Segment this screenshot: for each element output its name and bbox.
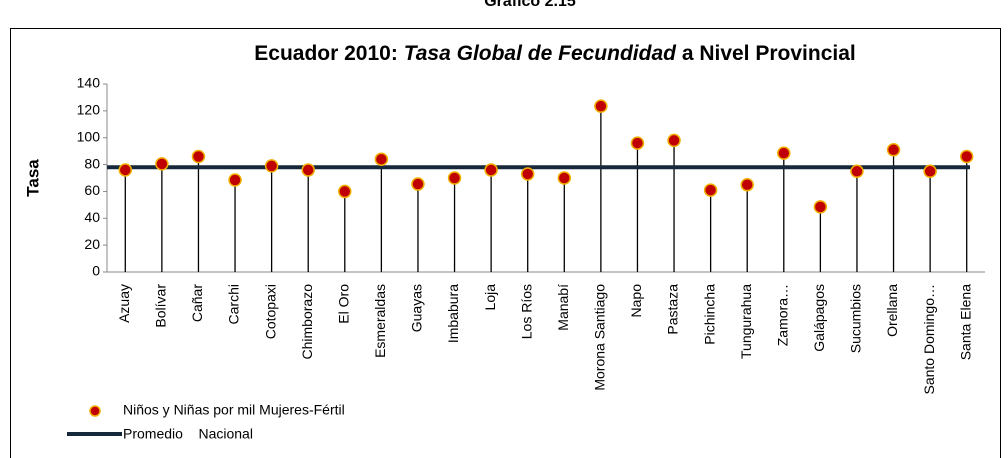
y-tick-label: 140 bbox=[77, 75, 101, 91]
dot bbox=[594, 99, 608, 113]
dot bbox=[630, 136, 645, 150]
x-tick-label: Chimborazo bbox=[299, 284, 315, 360]
dot bbox=[228, 173, 242, 187]
x-tick-label: Los Ríos bbox=[518, 284, 534, 339]
header: Gráfico 2.15 bbox=[484, 0, 576, 10]
x-tick-label: Napo bbox=[628, 284, 644, 318]
dot bbox=[959, 149, 974, 164]
x-tick-label: Cañar bbox=[189, 284, 205, 322]
dot bbox=[813, 200, 828, 214]
dot bbox=[703, 183, 718, 197]
dot bbox=[264, 159, 279, 173]
dot bbox=[484, 163, 498, 177]
legend-text: Niños y Niñas por mil Mujeres-Fértil bbox=[123, 402, 345, 418]
dot bbox=[338, 184, 352, 199]
x-tick-label: Guayas bbox=[409, 284, 425, 332]
dot bbox=[923, 164, 937, 179]
dot bbox=[777, 146, 791, 160]
dot bbox=[850, 164, 864, 179]
dot bbox=[667, 133, 681, 148]
legend-marker bbox=[89, 405, 101, 417]
x-tick-label: Loja bbox=[482, 284, 498, 311]
x-tick-label: Tungurahua bbox=[738, 284, 754, 359]
title-prefix: Ecuador 2010: bbox=[254, 42, 398, 65]
x-tick-label: Esmeraldas bbox=[372, 284, 388, 358]
y-tick-label: 40 bbox=[84, 209, 100, 225]
dot bbox=[447, 171, 462, 185]
dot bbox=[374, 152, 389, 166]
x-tick-label: Zamora… bbox=[774, 284, 790, 346]
x-tick-label: Morona Santiago bbox=[592, 284, 608, 391]
y-tick-label: 80 bbox=[84, 155, 100, 171]
x-tick-label: Galápagos bbox=[811, 284, 827, 352]
dot bbox=[301, 163, 315, 177]
dot bbox=[191, 149, 206, 164]
y-tick-label: 100 bbox=[77, 128, 101, 144]
chart-title: Ecuador 2010: Tasa Global de Fecundidad … bbox=[254, 42, 855, 65]
x-tick-label: Pastaza bbox=[665, 284, 681, 335]
dot bbox=[118, 163, 133, 177]
x-tick-label: Orellana bbox=[884, 284, 900, 337]
dot bbox=[155, 157, 169, 171]
y-axis-label: Tasa bbox=[23, 159, 42, 197]
x-tick-label: Pichincha bbox=[701, 284, 717, 345]
x-tick-label: Azuay bbox=[116, 284, 132, 323]
x-tick-label: Manabí bbox=[555, 284, 571, 331]
x-tick-label: Santa Elena bbox=[957, 284, 973, 360]
y-tick-label: 20 bbox=[84, 236, 100, 252]
dot bbox=[740, 177, 754, 192]
y-tick-label: 120 bbox=[77, 102, 101, 118]
dot bbox=[411, 177, 425, 191]
x-tick-label: Santo Domingo… bbox=[921, 284, 937, 395]
x-tick-label: Sucumbios bbox=[848, 284, 864, 353]
x-tick-label: Cotopaxi bbox=[262, 284, 278, 339]
y-tick-label: 60 bbox=[84, 182, 100, 198]
x-tick-label: Bolívar bbox=[153, 284, 169, 328]
chart-border bbox=[10, 28, 1001, 458]
dot bbox=[886, 143, 901, 157]
dot bbox=[557, 171, 572, 185]
dot bbox=[520, 167, 535, 181]
x-tick-label: Carchi bbox=[226, 284, 242, 324]
x-tick-label: El Oro bbox=[335, 284, 351, 324]
legend-text: Promedio Nacional bbox=[123, 426, 253, 442]
x-tick-label: Imbabura bbox=[445, 284, 461, 343]
title-suffix: a Nivel Provincial bbox=[682, 42, 856, 65]
title-italic: Tasa Global de Fecundidad bbox=[404, 42, 677, 65]
y-tick-label: 0 bbox=[92, 263, 100, 279]
